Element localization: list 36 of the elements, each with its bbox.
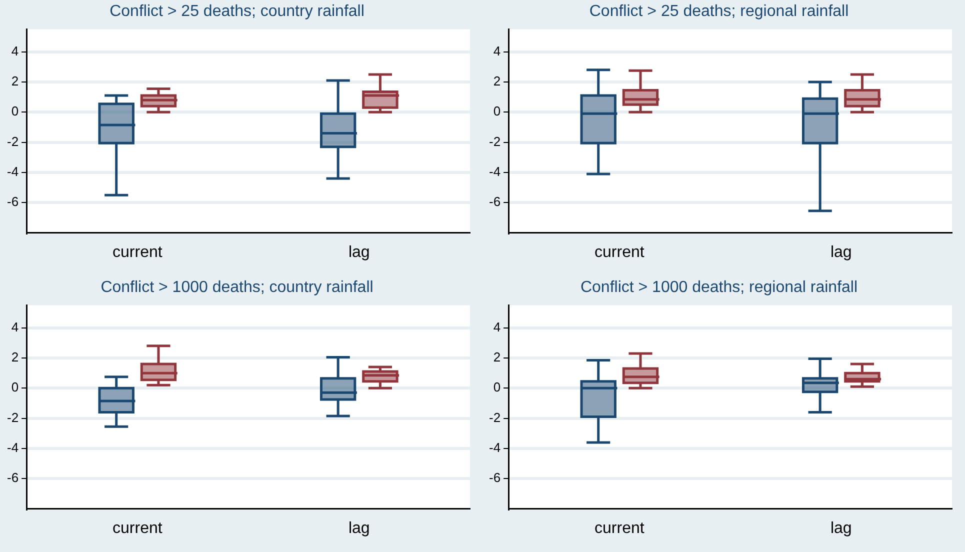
y-tick-label: -4 — [488, 164, 501, 180]
y-tick-label: 2 — [493, 74, 501, 89]
y-tick-label: 0 — [493, 380, 501, 395]
y-tick-label: 4 — [493, 43, 501, 58]
y-tick-label: -2 — [6, 134, 19, 149]
y-tick-label: 4 — [493, 319, 501, 334]
y-tick-label: -4 — [488, 440, 501, 456]
y-tick-label: -6 — [488, 470, 501, 486]
chart-title: Conflict > 1000 deaths; country rainfall — [100, 279, 374, 296]
x-tick-label: lag — [830, 520, 852, 537]
y-tick-label: 0 — [11, 104, 19, 119]
y-tick-label: -6 — [6, 470, 19, 486]
x-tick-label: current — [112, 520, 163, 537]
y-tick-label: -6 — [488, 194, 501, 210]
y-tick-label: 0 — [493, 104, 501, 119]
y-tick-label: -6 — [6, 194, 19, 210]
y-tick-label: 2 — [493, 350, 501, 365]
y-tick-label: -4 — [6, 164, 19, 180]
y-tick-label: -4 — [6, 440, 19, 456]
chart-title: Conflict > 25 deaths; country rainfall — [110, 3, 364, 20]
x-tick-label: lag — [348, 244, 370, 261]
y-tick-label: -2 — [6, 410, 19, 425]
x-tick-label: current — [594, 520, 645, 537]
x-tick-label: lag — [830, 244, 852, 261]
y-tick-label: 0 — [11, 380, 19, 395]
y-tick-label: -2 — [488, 134, 501, 149]
y-tick-label: 2 — [11, 74, 19, 89]
x-tick-label: current — [594, 244, 645, 261]
x-tick-label: lag — [348, 520, 370, 537]
y-tick-label: -2 — [488, 410, 501, 425]
y-tick-label: 4 — [11, 319, 19, 334]
y-tick-label: 2 — [11, 350, 19, 365]
x-tick-label: current — [112, 244, 163, 261]
chart-title: Conflict > 25 deaths; regional rainfall — [589, 3, 849, 20]
y-tick-label: 4 — [11, 43, 19, 58]
chart-title: Conflict > 1000 deaths; regional rainfall — [580, 279, 858, 296]
